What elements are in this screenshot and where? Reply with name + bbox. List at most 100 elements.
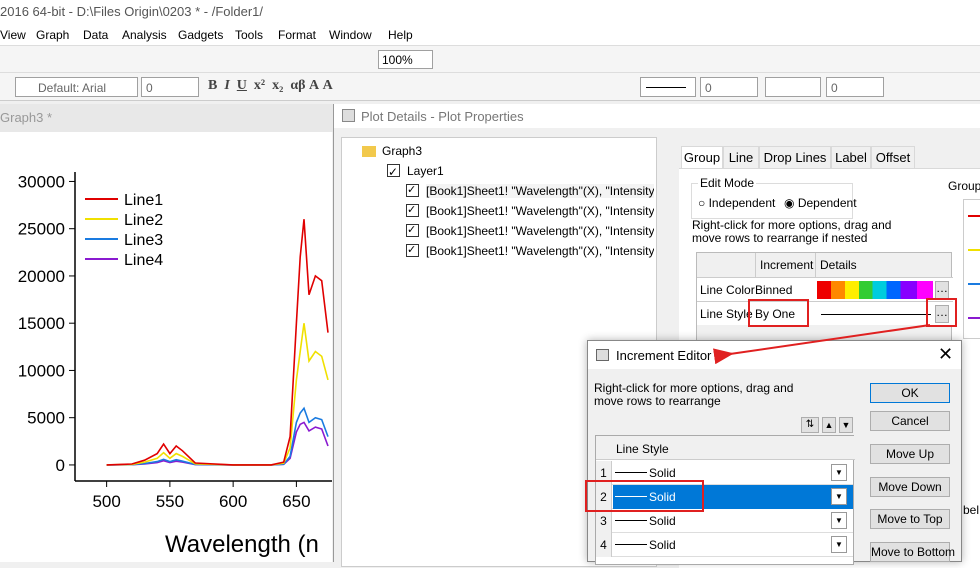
menu-item[interactable]: Gadgets <box>178 28 224 42</box>
row-label: Line Style <box>700 307 753 321</box>
more-button[interactable]: … <box>935 281 949 299</box>
editor-title: Increment Editor <box>588 341 961 369</box>
row-label: Line Color <box>700 283 755 297</box>
tab[interactable]: Offset <box>871 146 915 169</box>
x-tick-label: 600 <box>219 492 247 511</box>
color-swatch[interactable] <box>817 281 933 299</box>
checkbox[interactable]: ✓ <box>406 224 419 237</box>
header-cell: Increment <box>755 253 815 277</box>
zoom-box[interactable]: 100% <box>378 50 433 69</box>
window-title: 2016 64-bit - D:\Files Origin\0203 * - /… <box>0 0 980 23</box>
y-tick-label: 5000 <box>27 409 65 428</box>
group-label: Group <box>948 179 980 193</box>
style-name[interactable]: Solid <box>649 466 676 480</box>
tab[interactable]: Drop Lines <box>759 146 831 169</box>
dropdown[interactable]: ▼ <box>831 488 847 505</box>
menu-item[interactable]: Format <box>278 28 317 42</box>
tab[interactable]: Group <box>681 146 723 169</box>
y-tick-label: 0 <box>56 456 65 475</box>
menu-item[interactable]: Help <box>388 28 413 42</box>
tab[interactable]: Label <box>831 146 871 169</box>
close-button[interactable]: ✕ <box>938 344 954 364</box>
row-number: 4 <box>596 533 612 557</box>
radio[interactable]: ◉ Dependent <box>784 196 857 210</box>
dropdown[interactable]: ▼ <box>831 464 847 481</box>
sort-button[interactable]: ⇅ <box>801 417 819 433</box>
tab[interactable]: Line <box>723 146 759 169</box>
increment-editor: Increment Editor ✕ Right-click for more … <box>587 340 962 565</box>
legend-label: Line2 <box>124 212 163 229</box>
checkbox[interactable]: ✓ <box>387 164 400 179</box>
tree-item[interactable]: [Book1]Sheet1! "Wavelength"(X), "Intensi… <box>426 184 654 198</box>
up-button[interactable]: ▲ <box>822 417 836 433</box>
side-label: bel <box>963 503 980 517</box>
legend-label: Line4 <box>124 252 163 269</box>
tree-item[interactable]: [Book1]Sheet1! "Wavelength"(X), "Intensi… <box>426 224 654 238</box>
hint: Right-click for more options, drag and m… <box>692 218 892 245</box>
tree-item[interactable]: [Book1]Sheet1! "Wavelength"(X), "Intensi… <box>426 244 654 258</box>
y-tick-label: 25000 <box>18 220 65 239</box>
checkbox[interactable]: ✓ <box>406 184 419 197</box>
menu-item[interactable]: Tools <box>235 28 264 42</box>
button[interactable]: Move Down <box>870 477 950 497</box>
tree-root[interactable]: Graph3 <box>382 144 423 158</box>
menu-item[interactable]: Data <box>83 28 109 42</box>
row: Line Color Binned … <box>697 277 953 301</box>
toolbar: 100% <box>0 46 980 73</box>
button[interactable]: Move Up <box>870 444 950 464</box>
font-size-box[interactable]: 0 <box>141 77 199 97</box>
editor-row[interactable]: 2 Solid ▼ <box>596 485 853 509</box>
dropdown[interactable]: ▼ <box>831 512 847 529</box>
editor-row[interactable]: 3 Solid ▼ <box>596 509 853 533</box>
style-name[interactable]: Solid <box>649 514 676 528</box>
preview-line <box>968 317 980 319</box>
font-box[interactable]: Default: Arial <box>15 77 138 97</box>
color-box[interactable] <box>765 77 821 97</box>
row: Line Style By One … <box>697 301 953 325</box>
size-box[interactable]: 0 <box>826 77 884 97</box>
format-toolbar: Default: Arial 0 B I U x² x₂ αβ A A 0 0 <box>0 73 980 101</box>
preview-line <box>968 215 980 217</box>
y-tick-label: 15000 <box>18 314 65 333</box>
menu-item[interactable]: Window <box>329 28 372 42</box>
menu-item[interactable]: Analysis <box>122 28 167 42</box>
checkbox[interactable]: ✓ <box>406 204 419 217</box>
menu-item[interactable]: Graph <box>36 28 70 42</box>
increment[interactable]: Binned <box>755 283 793 297</box>
style-sample <box>615 520 647 521</box>
legend-label: Line1 <box>124 192 163 209</box>
checkbox[interactable]: ✓ <box>406 244 419 257</box>
style-name[interactable]: Solid <box>649 490 676 504</box>
tree-layer[interactable]: Layer1 <box>407 164 444 178</box>
y-tick-label: 10000 <box>18 361 65 380</box>
graph-title: Graph3 * <box>0 104 333 132</box>
button[interactable]: Move to Top <box>870 509 950 529</box>
increment[interactable]: By One <box>755 307 796 321</box>
menu-bar: View Graph Data Analysis Gadgets Tools Format W… <box>0 23 980 46</box>
folder-icon <box>362 146 376 157</box>
radio-label: Independent <box>708 196 776 210</box>
row-number: 2 <box>596 485 612 509</box>
x-tick-label: 500 <box>92 492 120 511</box>
button[interactable]: OK <box>870 383 950 403</box>
editor-row[interactable]: 1 Solid ▼ <box>596 461 853 485</box>
header-cell: Details <box>815 253 953 277</box>
down-button[interactable]: ▼ <box>839 417 853 433</box>
dropdown[interactable]: ▼ <box>831 536 847 553</box>
line-width-box[interactable]: 0 <box>700 77 758 97</box>
edit-mode-group: Edit Mode ○ Independent ◉ Dependent <box>691 176 857 219</box>
radio[interactable]: ○ Independent <box>698 196 776 210</box>
dialog-icon <box>342 109 355 122</box>
line-box[interactable] <box>640 77 696 97</box>
tree-item[interactable]: [Book1]Sheet1! "Wavelength"(X), "Intensi… <box>426 204 654 218</box>
menu-item[interactable]: View <box>0 28 26 42</box>
preview-line <box>968 249 980 251</box>
more-button[interactable]: … <box>935 305 949 323</box>
button[interactable]: Move to Bottom <box>870 542 955 562</box>
style-name[interactable]: Solid <box>649 538 676 552</box>
format-icons: B I U x² x₂ αβ A A <box>208 78 333 93</box>
button[interactable]: Cancel <box>870 411 950 431</box>
graph-bg <box>0 132 332 562</box>
editor-row[interactable]: 4 Solid ▼ <box>596 533 853 557</box>
